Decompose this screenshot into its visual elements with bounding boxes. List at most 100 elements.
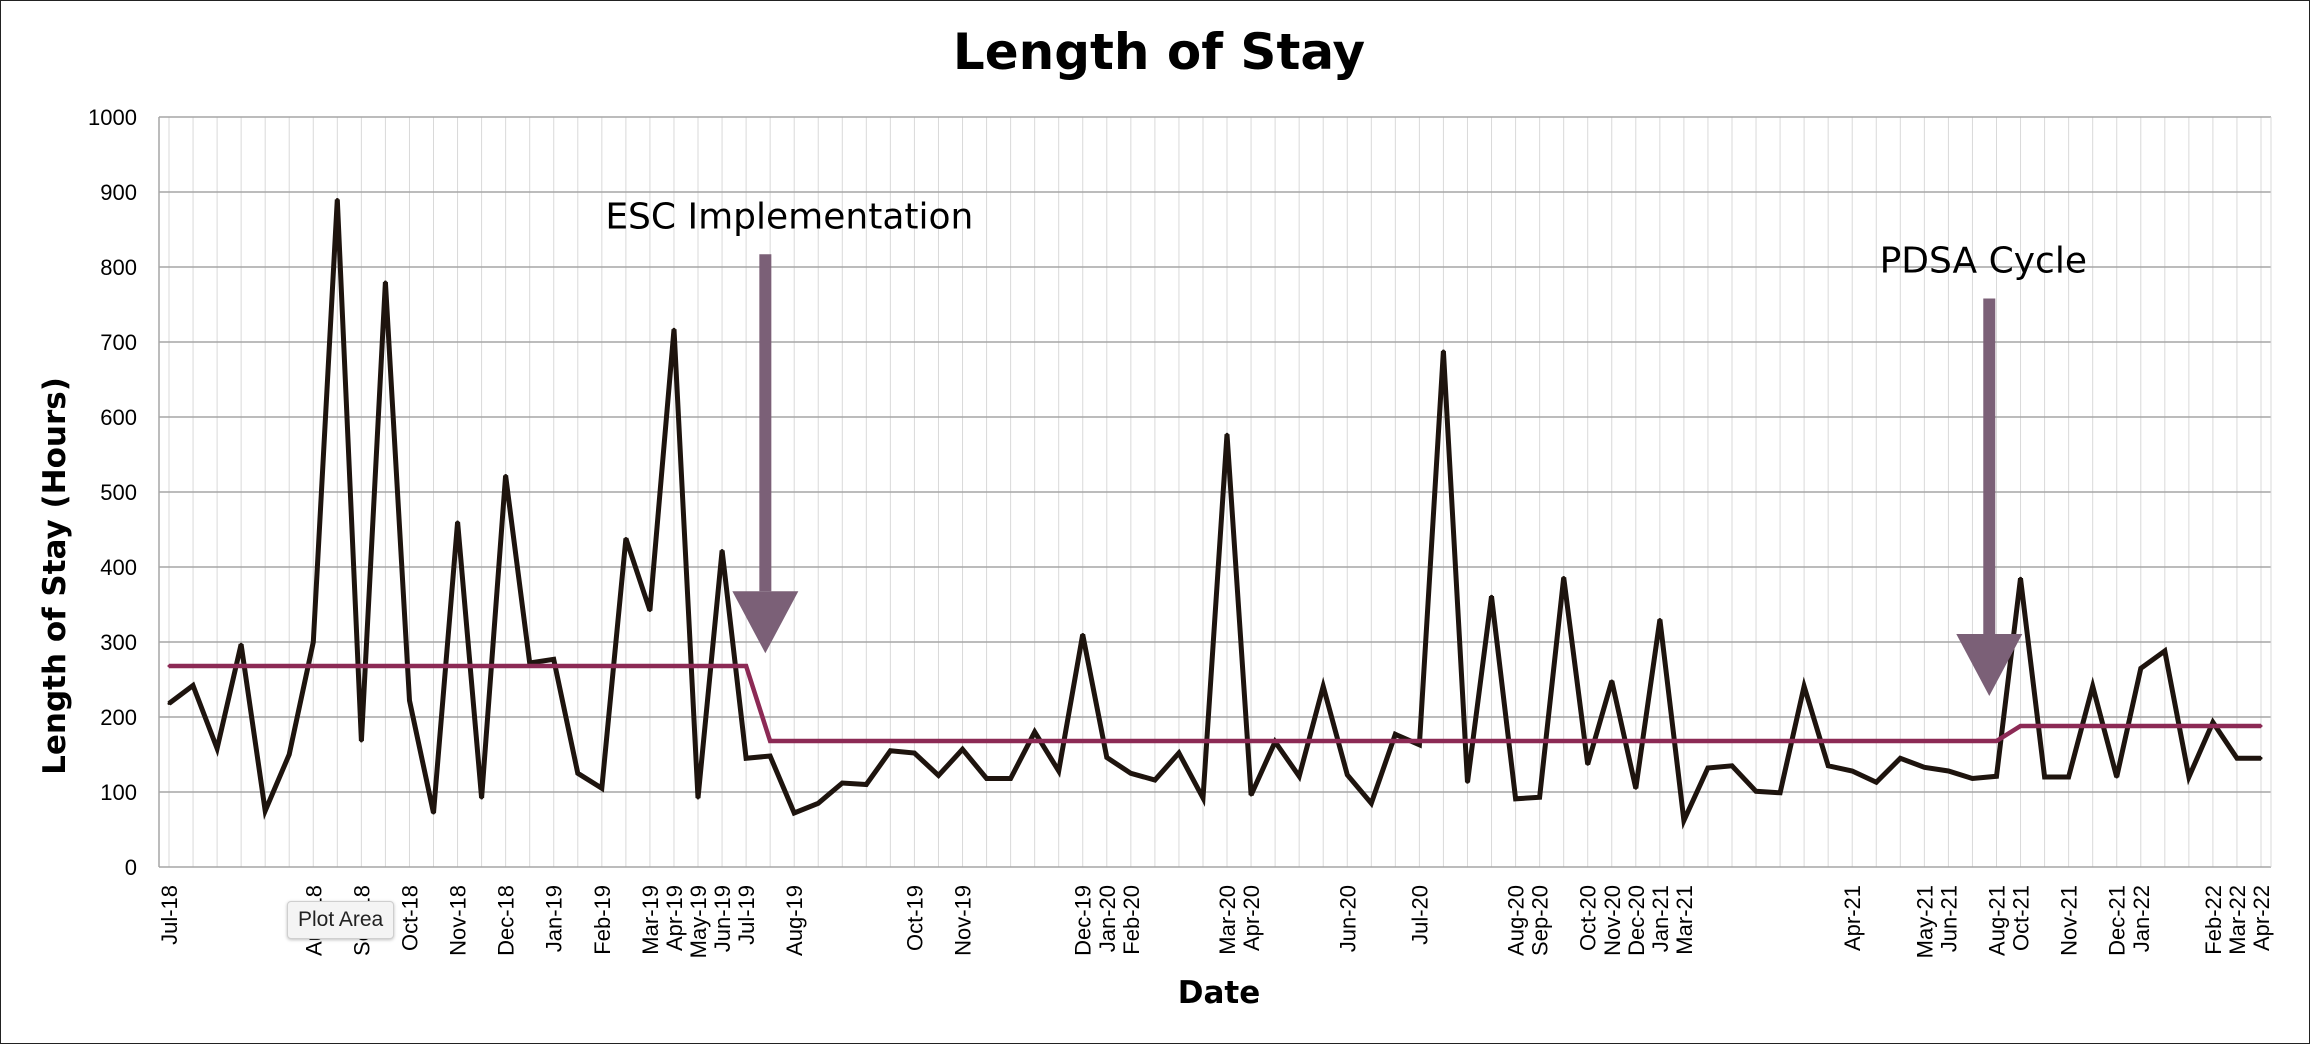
data-point: [1826, 764, 1830, 768]
data-point: [1874, 780, 1878, 784]
x-tick-label: May-21: [1912, 885, 1937, 958]
mean-point: [1754, 739, 1758, 743]
data-point: [1057, 769, 1061, 773]
x-tick-label: Jul-18: [157, 885, 182, 945]
x-tick-label: May-19: [686, 885, 711, 958]
data-point: [167, 702, 171, 705]
data-point: [1490, 594, 1494, 598]
annotations: ESC Implementation PDSA Cycle: [605, 196, 2087, 696]
data-point: [1586, 762, 1590, 766]
y-tick-label: 200: [100, 705, 137, 730]
data-point: [1465, 780, 1469, 784]
mean-point: [840, 739, 844, 743]
mean-point: [1970, 739, 1974, 743]
x-tick-label: Jan-21: [1648, 885, 1673, 952]
data-point: [1129, 771, 1133, 775]
x-tick-label: Nov-20: [1600, 885, 1625, 956]
data-point: [383, 280, 387, 284]
data-point: [1730, 764, 1734, 768]
data-point: [359, 739, 363, 743]
mean-point: [407, 664, 411, 668]
mean-point: [552, 664, 556, 668]
data-point: [1033, 730, 1037, 734]
mean-point: [1057, 739, 1061, 743]
data-point: [1778, 791, 1782, 795]
y-tick-label: 1000: [88, 105, 137, 130]
mean-point: [1850, 739, 1854, 743]
x-tick-label: Oct-20: [1576, 885, 1601, 951]
data-point: [335, 198, 339, 201]
x-tick-label: Jul-20: [1407, 885, 1432, 945]
mean-point: [1682, 739, 1686, 743]
mean-point: [2043, 724, 2047, 728]
data-point: [648, 609, 652, 612]
x-tick-label: Mar-21: [1672, 885, 1697, 955]
mean-point: [2067, 724, 2071, 728]
data-point: [432, 811, 436, 815]
mean-point: [359, 664, 363, 668]
data-point: [239, 642, 243, 646]
x-axis-label: Date: [1178, 975, 1261, 1011]
data-point: [816, 801, 820, 805]
data-point: [215, 747, 219, 750]
mean-point: [1778, 739, 1782, 743]
data-point: [1970, 777, 1974, 780]
data-point: [456, 520, 460, 524]
data-point: [1441, 349, 1445, 353]
mean-point: [2211, 724, 2215, 728]
x-tick-label: Apr-19: [662, 885, 687, 951]
plot-area-tooltip: Plot Area: [287, 901, 395, 939]
data-point: [311, 640, 315, 644]
data-point: [936, 774, 940, 777]
data-point: [2115, 775, 2119, 779]
mean-point: [1369, 739, 1373, 743]
mean-point: [888, 739, 892, 743]
x-tick-label: Sep-20: [1528, 885, 1553, 956]
mean-point: [2187, 724, 2191, 728]
mean-point: [1105, 739, 1109, 743]
data-point: [1345, 773, 1349, 777]
annotation-arrow-head: [732, 591, 799, 654]
mean-point: [1009, 739, 1013, 743]
data-point: [1634, 786, 1638, 790]
data-point: [191, 684, 195, 687]
x-tick-label: Aug-19: [782, 885, 807, 956]
data-point: [1898, 756, 1902, 760]
mean-point: [1441, 739, 1445, 743]
data-point: [1393, 732, 1397, 736]
mean-point: [1393, 739, 1397, 743]
x-tick-label: Dec-20: [1624, 885, 1649, 956]
x-tick-label: Oct-19: [902, 885, 927, 951]
annotation-arrow-head: [1956, 634, 2023, 696]
data-point: [576, 771, 580, 775]
series-layer: [167, 198, 2263, 830]
mean-point: [936, 739, 940, 743]
x-tick-label: Dec-19: [1071, 885, 1096, 956]
data-point: [287, 753, 291, 756]
data-point: [1081, 633, 1085, 636]
annotation-label: PDSA Cycle: [1880, 241, 2087, 282]
x-tick-label: Mar-19: [638, 885, 663, 955]
mean-point: [1562, 739, 1566, 743]
x-tick-label: Mar-20: [1215, 885, 1240, 955]
mean-point: [1874, 739, 1878, 743]
data-point: [720, 549, 724, 552]
x-tick-label: Jun-21: [1936, 885, 1961, 952]
data-point: [961, 747, 965, 751]
mean-point: [1465, 739, 1469, 743]
mean-point: [1706, 739, 1710, 743]
mean-point: [1898, 739, 1902, 743]
mean-point: [744, 664, 748, 668]
data-point: [624, 537, 628, 540]
data-point: [1225, 432, 1229, 436]
mean-point: [432, 664, 436, 668]
data-point: [2067, 775, 2071, 779]
data-point: [1369, 801, 1373, 805]
y-tick-label: 300: [100, 630, 137, 655]
data-point: [2019, 576, 2023, 580]
mean-point: [167, 664, 171, 668]
data-point: [504, 474, 508, 477]
mean-point: [768, 739, 772, 743]
mean-point: [1490, 739, 1494, 743]
